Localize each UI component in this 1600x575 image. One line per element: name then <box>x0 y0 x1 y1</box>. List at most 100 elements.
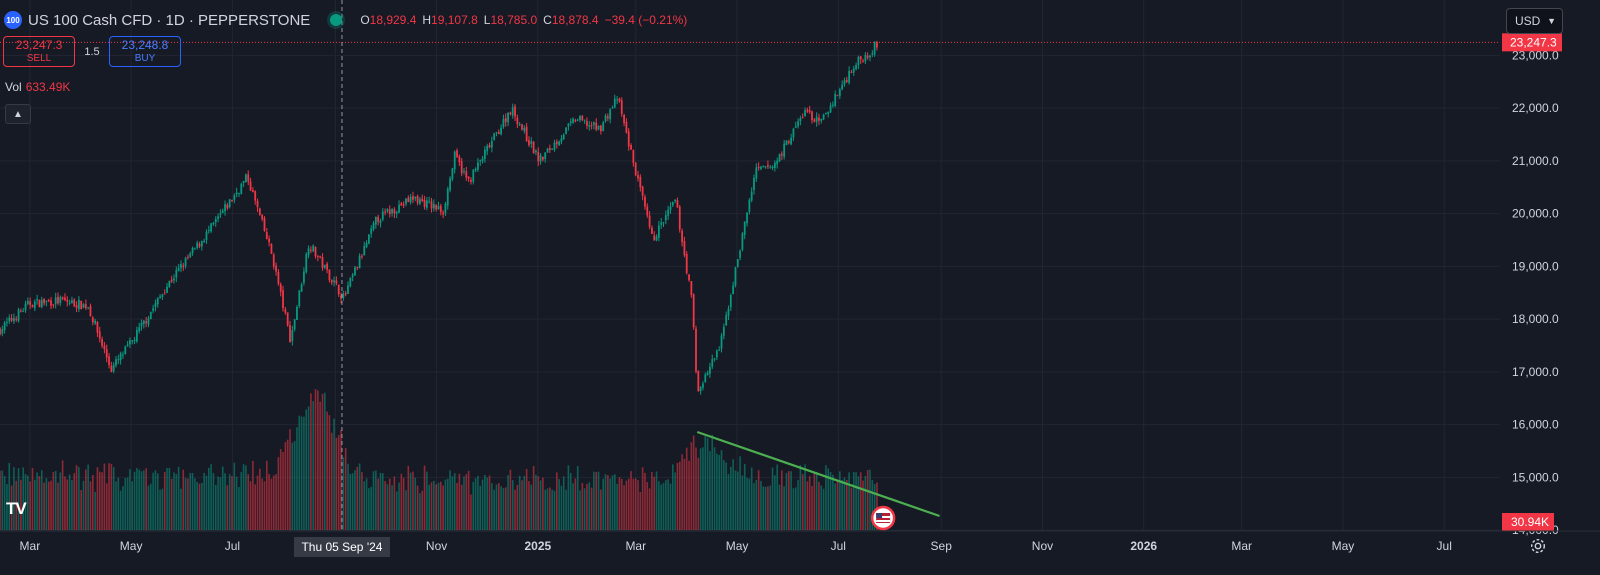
candle-body <box>532 141 535 154</box>
buy-button[interactable]: 23,248.8 BUY <box>109 36 181 67</box>
candle-body <box>808 110 811 112</box>
volume-bar <box>27 475 29 530</box>
volume-bar <box>173 472 175 530</box>
volume-bar <box>590 487 593 530</box>
candle-body <box>869 55 871 58</box>
candle-body <box>827 111 830 115</box>
volume-bar <box>716 453 718 530</box>
ohlc-close: C18,878.4 <box>543 13 599 27</box>
candle-body <box>862 60 864 62</box>
candle-body <box>551 148 554 150</box>
candle-body <box>286 312 289 326</box>
candle-body <box>797 121 799 127</box>
candle-body <box>834 93 837 106</box>
volume-bar <box>500 486 502 530</box>
candle-body <box>477 162 479 170</box>
volume-bar <box>103 463 106 530</box>
volume-bar <box>504 487 507 530</box>
candle-body <box>850 71 853 73</box>
volume-bar <box>333 418 335 530</box>
currency-dropdown[interactable]: USD ▼ <box>1506 8 1563 34</box>
volume-bar <box>284 442 287 530</box>
candle-body <box>660 222 663 225</box>
market-status-icon[interactable] <box>330 14 343 26</box>
candle-body <box>333 280 335 283</box>
candle-body <box>516 117 519 125</box>
volume-bar <box>228 474 231 530</box>
volume-bar <box>662 483 665 530</box>
currency-label: USD <box>1515 14 1541 28</box>
candle-body <box>110 365 113 372</box>
candle-body <box>567 123 570 127</box>
volume-bar <box>801 474 804 530</box>
candle-body <box>166 286 168 293</box>
candle-body <box>518 124 521 126</box>
candle-body <box>773 162 776 168</box>
candle-body <box>272 254 275 267</box>
volume-bar <box>727 473 730 530</box>
volume-bar <box>270 478 273 530</box>
price-tick-label: 23,000.0 <box>1512 48 1559 62</box>
volume-bar <box>602 478 604 530</box>
volume-bar <box>263 481 266 530</box>
volume-bar <box>834 483 836 530</box>
price-tick-label: 20,000.0 <box>1512 207 1559 221</box>
volume-bar <box>484 474 486 530</box>
candle-body <box>254 191 257 201</box>
candle-body <box>493 133 496 140</box>
volume-legend[interactable]: Vol 633.49K <box>5 80 70 94</box>
volume-bar <box>560 485 563 530</box>
candle-body <box>644 196 646 207</box>
volume-bar <box>542 477 544 530</box>
candle-body <box>483 149 486 159</box>
volume-bar <box>491 483 493 530</box>
candle-body <box>762 165 765 167</box>
chart-header: 100 US 100 Cash CFD · 1D · PEPPERSTONE O… <box>4 9 687 31</box>
volume-bar <box>672 464 674 530</box>
volume-bar <box>145 468 147 530</box>
volume-bar <box>131 481 134 530</box>
volume-bar <box>340 429 342 530</box>
volume-bar <box>799 465 802 530</box>
candle-body <box>161 294 164 297</box>
candle-body <box>825 113 827 115</box>
candle-body <box>381 211 384 220</box>
volume-bar <box>29 481 31 530</box>
candle-body <box>465 171 468 178</box>
chevron-up-icon[interactable]: ▲ <box>5 104 31 124</box>
volume-bar <box>377 478 379 530</box>
candle-body <box>140 322 143 327</box>
price-tick-label: 21,000.0 <box>1512 154 1559 168</box>
candle-body <box>374 216 377 225</box>
candle-body <box>300 284 303 292</box>
volume-bar <box>310 393 312 530</box>
volume-bar <box>620 479 623 530</box>
candle-body <box>683 241 686 256</box>
volume-bar <box>356 466 359 530</box>
candle-body <box>13 318 15 322</box>
sell-button[interactable]: 23,247.3 SELL <box>3 36 75 67</box>
candle-body <box>623 114 625 123</box>
volume-bar <box>143 470 145 530</box>
candle-body <box>546 148 549 153</box>
candle-body <box>94 320 97 324</box>
gear-icon[interactable] <box>1529 537 1547 555</box>
candle-body <box>746 212 748 224</box>
candle-body <box>258 208 261 215</box>
candle-body <box>419 199 421 205</box>
symbol-title[interactable]: US 100 Cash CFD · 1D · PEPPERSTONE <box>28 11 311 29</box>
candle-body <box>544 152 547 159</box>
candle-body <box>588 125 591 127</box>
candle-body <box>778 154 781 162</box>
volume-bar <box>409 472 412 530</box>
candle-body <box>189 253 192 257</box>
volume-bar <box>150 483 152 530</box>
candle-body <box>548 148 551 151</box>
candle-body <box>405 198 407 204</box>
symbol-logo-icon[interactable]: 100 <box>4 11 22 29</box>
volume-bar <box>212 473 215 530</box>
volume-bar <box>249 481 252 530</box>
candle-body <box>270 243 273 254</box>
volume-bar <box>678 461 681 530</box>
